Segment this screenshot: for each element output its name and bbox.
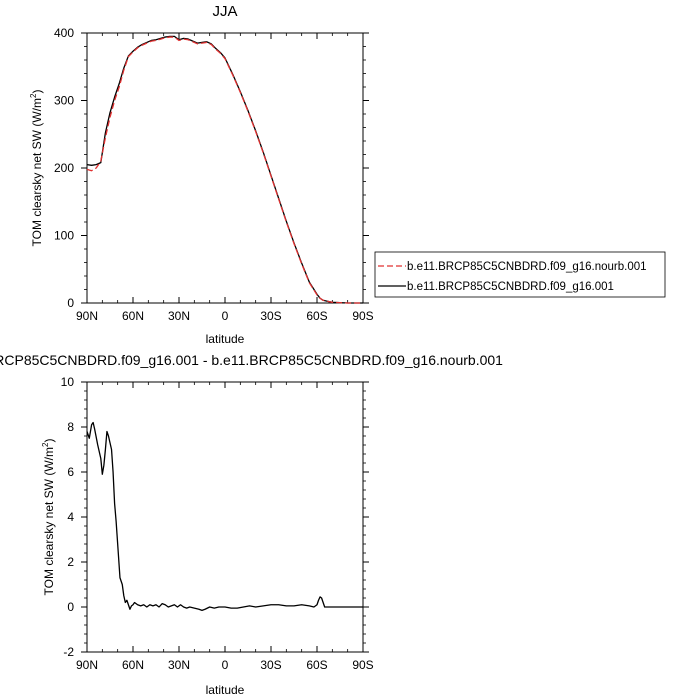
bottom-y-axis-label: TOM clearsky net SW (W/m2) — [41, 439, 56, 596]
legend: b.e11.BRCP85C5CNBDRD.f09_g16.nourb.001 b… — [374, 251, 666, 298]
top-chart-title: JJA — [212, 3, 237, 20]
bottom-series-lines — [86, 421, 363, 612]
bottom-x-tick-label: 0 — [222, 658, 229, 672]
top-plot-area — [86, 32, 364, 304]
top-series-line-0 — [86, 36, 363, 304]
bottom-series-line-0 — [86, 421, 363, 612]
top-x-tick-label: 60N — [122, 309, 144, 323]
top-series-line-1 — [86, 35, 363, 304]
legend-entry-nourb: b.e11.BRCP85C5CNBDRD.f09_g16.nourb.001 — [407, 261, 647, 273]
bottom-y-tick-label: 2 — [67, 555, 74, 569]
top-y-tick-label: 100 — [54, 229, 74, 243]
bottom-y-tick-label: 0 — [67, 600, 74, 614]
bottom-x-tick-label: 90S — [352, 658, 373, 672]
bottom-y-tick-label: 6 — [67, 465, 74, 479]
bottom-y-tick-label: 8 — [67, 420, 74, 434]
bottom-y-tick-label: 4 — [67, 510, 74, 524]
top-y-tick-label: 200 — [54, 161, 74, 175]
top-x-tick-label: 60S — [306, 309, 327, 323]
bottom-y-tick-label: 10 — [61, 375, 75, 389]
panel-bottom: b.e11.BRCP85C5CNBDRD.f09_g16.001 - b.e11… — [0, 352, 503, 697]
bottom-x-tick-label: 60S — [306, 658, 327, 672]
top-ticks: 90N 60N 30N 0 30S 60S 90S 0 100 200 300 400 — [54, 26, 374, 323]
top-x-tick-label: 30N — [168, 309, 190, 323]
bottom-x-tick-label: 30N — [168, 658, 190, 672]
top-y-axis-label: TOM clearsky net SW (W/m2) — [29, 90, 44, 247]
bottom-x-axis-label: latitude — [206, 683, 245, 697]
top-series-lines — [86, 35, 363, 304]
bottom-x-tick-label: 30S — [260, 658, 281, 672]
top-x-tick-label: 90S — [352, 309, 373, 323]
top-y-tick-label: 0 — [67, 296, 74, 310]
bottom-x-tick-label: 60N — [122, 658, 144, 672]
top-x-tick-label: 30S — [260, 309, 281, 323]
legend-box — [374, 251, 666, 298]
bottom-chart-title: b.e11.BRCP85C5CNBDRD.f09_g16.001 - b.e11… — [0, 352, 503, 368]
bottom-y-tick-label: -2 — [63, 645, 74, 659]
top-x-tick-label: 90N — [76, 309, 98, 323]
top-y-tick-label: 400 — [54, 26, 74, 40]
top-x-tick-label: 0 — [222, 309, 229, 323]
bottom-plot-area — [86, 381, 364, 653]
legend-entry-control: b.e11.BRCP85C5CNBDRD.f09_g16.001 — [407, 281, 614, 293]
bottom-x-tick-label: 90N — [76, 658, 98, 672]
panel-top: JJA 90N 60N 30N 0 30S 60S 90S 0 100 200 300 400 lat… — [29, 3, 666, 346]
top-x-axis-label: latitude — [206, 332, 245, 346]
top-y-tick-label: 300 — [54, 94, 74, 108]
bottom-ticks: 90N 60N 30N 0 30S 60S 90S -2 0 2 4 6 8 10 — [61, 375, 374, 672]
